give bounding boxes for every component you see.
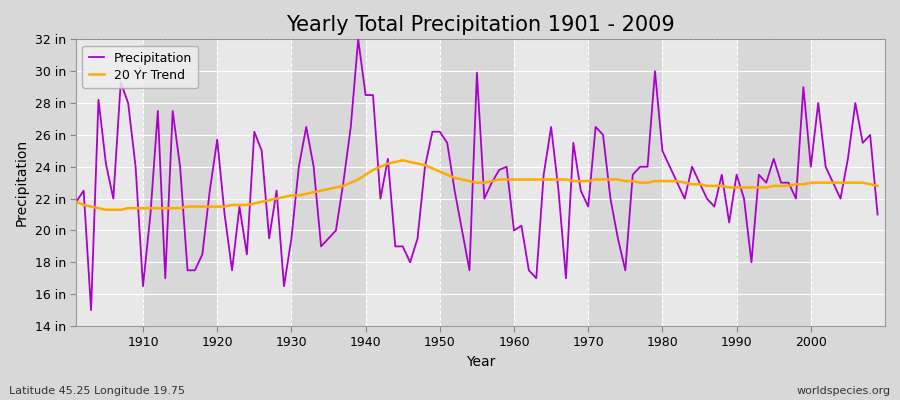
Precipitation	[86, 308, 96, 312]
Precipitation	[353, 37, 364, 42]
Bar	[589, 39, 662, 326]
20 Yr Trend	[516, 177, 526, 182]
20 Yr Trend	[872, 184, 883, 188]
20 Yr Trend	[346, 180, 356, 185]
Bar	[736, 39, 811, 326]
X-axis label: Year: Year	[466, 355, 495, 369]
Bar	[514, 39, 589, 326]
Text: Latitude 45.25 Longitude 19.75: Latitude 45.25 Longitude 19.75	[9, 386, 185, 396]
20 Yr Trend	[613, 177, 624, 182]
20 Yr Trend	[524, 177, 535, 182]
Bar	[811, 39, 885, 326]
20 Yr Trend	[138, 206, 148, 210]
Precipitation	[872, 212, 883, 217]
Precipitation	[301, 124, 311, 129]
20 Yr Trend	[101, 207, 112, 212]
Precipitation	[71, 199, 82, 204]
Line: Precipitation: Precipitation	[76, 39, 878, 310]
Precipitation	[138, 284, 148, 289]
Legend: Precipitation, 20 Yr Trend: Precipitation, 20 Yr Trend	[83, 46, 198, 88]
Bar	[76, 39, 143, 326]
Line: 20 Yr Trend: 20 Yr Trend	[76, 160, 878, 210]
Title: Yearly Total Precipitation 1901 - 2009: Yearly Total Precipitation 1901 - 2009	[286, 15, 675, 35]
Bar	[217, 39, 292, 326]
Precipitation	[516, 223, 526, 228]
20 Yr Trend	[301, 192, 311, 196]
Text: worldspecies.org: worldspecies.org	[796, 386, 891, 396]
Precipitation	[613, 236, 624, 241]
Precipitation	[524, 268, 535, 273]
Bar	[292, 39, 365, 326]
Bar	[440, 39, 514, 326]
Bar	[365, 39, 440, 326]
Bar	[662, 39, 736, 326]
20 Yr Trend	[397, 158, 408, 163]
Precipitation	[346, 124, 356, 129]
Y-axis label: Precipitation: Precipitation	[15, 139, 29, 226]
20 Yr Trend	[71, 199, 82, 204]
Bar	[143, 39, 217, 326]
